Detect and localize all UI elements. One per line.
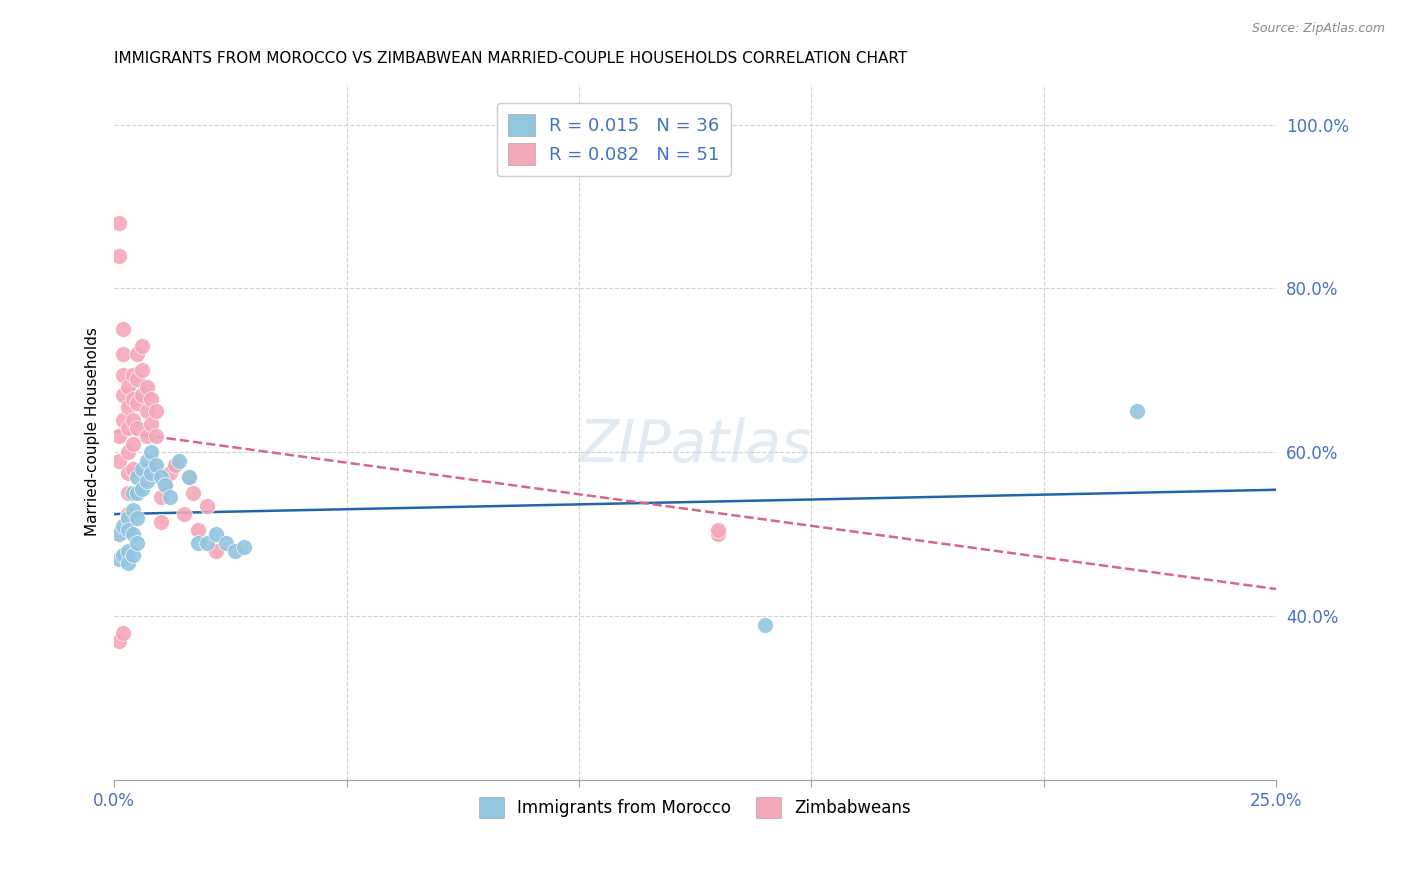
Text: Source: ZipAtlas.com: Source: ZipAtlas.com	[1251, 22, 1385, 36]
Point	[205, 527, 228, 541]
Point	[112, 388, 135, 402]
Point	[117, 556, 139, 570]
Point	[145, 429, 167, 443]
Point	[131, 339, 153, 353]
Text: IMMIGRANTS FROM MOROCCO VS ZIMBABWEAN MARRIED-COUPLE HOUSEHOLDS CORRELATION CHAR: IMMIGRANTS FROM MOROCCO VS ZIMBABWEAN MA…	[114, 51, 907, 66]
Point	[141, 392, 163, 406]
Point	[121, 527, 143, 541]
Point	[127, 535, 149, 549]
Point	[181, 486, 204, 500]
Point	[135, 429, 157, 443]
Point	[108, 453, 131, 467]
Point	[141, 466, 163, 480]
Point	[135, 453, 157, 467]
Point	[127, 486, 149, 500]
Point	[131, 388, 153, 402]
Point	[117, 445, 139, 459]
Point	[163, 458, 186, 472]
Point	[108, 527, 131, 541]
Point	[127, 347, 149, 361]
Point	[127, 421, 149, 435]
Point	[149, 470, 172, 484]
Point	[195, 535, 218, 549]
Point	[159, 466, 181, 480]
Point	[108, 634, 131, 648]
Point	[112, 625, 135, 640]
Point	[117, 401, 139, 415]
Point	[135, 380, 157, 394]
Point	[108, 429, 131, 443]
Point	[127, 511, 149, 525]
Point	[177, 470, 200, 484]
Point	[112, 519, 135, 533]
Point	[205, 543, 228, 558]
Point	[121, 368, 143, 382]
Point	[121, 437, 143, 451]
Point	[141, 445, 163, 459]
Point	[121, 392, 143, 406]
Point	[233, 540, 256, 554]
Point	[135, 404, 157, 418]
Point	[215, 535, 238, 549]
Point	[117, 543, 139, 558]
Point	[149, 515, 172, 529]
Point	[145, 404, 167, 418]
Point	[131, 363, 153, 377]
Point	[117, 511, 139, 525]
Point	[707, 523, 730, 537]
Point	[112, 347, 135, 361]
Point	[127, 371, 149, 385]
Point	[145, 458, 167, 472]
Point	[121, 503, 143, 517]
Point	[159, 491, 181, 505]
Point	[187, 535, 209, 549]
Point	[121, 486, 143, 500]
Point	[754, 617, 776, 632]
Point	[155, 478, 177, 492]
Point	[121, 548, 143, 562]
Point	[1125, 404, 1147, 418]
Point	[117, 507, 139, 521]
Text: ZIPatlas: ZIPatlas	[578, 417, 811, 475]
Point	[149, 491, 172, 505]
Point	[177, 470, 200, 484]
Point	[117, 466, 139, 480]
Point	[127, 470, 149, 484]
Point	[195, 499, 218, 513]
Point	[187, 523, 209, 537]
Point	[112, 322, 135, 336]
Point	[121, 462, 143, 476]
Point	[117, 523, 139, 537]
Point	[224, 543, 246, 558]
Point	[121, 412, 143, 426]
Y-axis label: Married-couple Households: Married-couple Households	[86, 327, 100, 536]
Point	[112, 368, 135, 382]
Point	[155, 478, 177, 492]
Point	[117, 380, 139, 394]
Legend: Immigrants from Morocco, Zimbabweans: Immigrants from Morocco, Zimbabweans	[472, 790, 918, 824]
Point	[108, 249, 131, 263]
Point	[112, 412, 135, 426]
Point	[131, 462, 153, 476]
Point	[127, 396, 149, 410]
Point	[135, 474, 157, 488]
Point	[112, 548, 135, 562]
Point	[108, 552, 131, 566]
Point	[117, 421, 139, 435]
Point	[108, 216, 131, 230]
Point	[167, 453, 190, 467]
Point	[141, 417, 163, 431]
Point	[707, 527, 730, 541]
Point	[117, 486, 139, 500]
Point	[173, 507, 195, 521]
Point	[131, 483, 153, 497]
